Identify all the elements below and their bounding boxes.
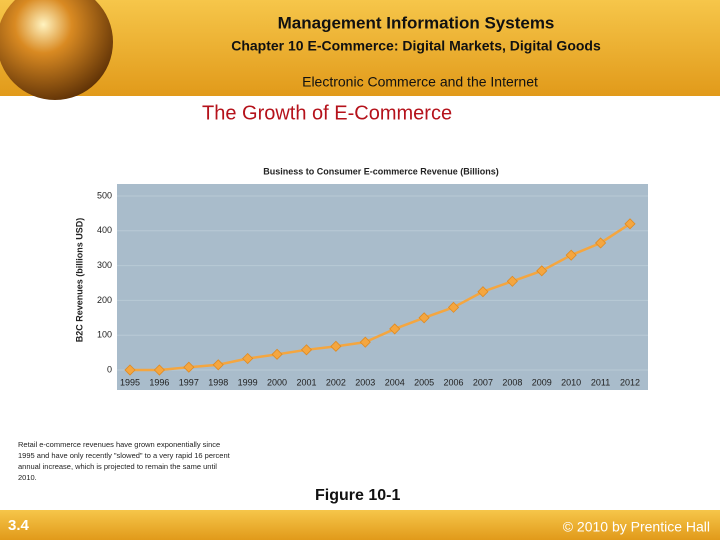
data-point xyxy=(624,218,636,230)
x-tick-label: 1997 xyxy=(179,377,199,387)
data-point xyxy=(359,336,371,348)
data-point xyxy=(124,364,136,376)
globe xyxy=(0,0,113,100)
footer-band xyxy=(0,510,720,540)
slide-title: The Growth of E-Commerce xyxy=(202,102,452,124)
x-tick-label: 2005 xyxy=(414,377,434,387)
header-subtitle: Chapter 10 E-Commerce: Digital Markets, … xyxy=(231,38,601,54)
x-tick-label: 2006 xyxy=(444,377,464,387)
header-title: Management Information Systems xyxy=(278,13,555,32)
x-tick-label: 2009 xyxy=(532,377,552,387)
data-point xyxy=(506,275,518,287)
x-tick-label: 2011 xyxy=(591,377,610,387)
data-point xyxy=(536,265,548,277)
figure-label: Figure 10-1 xyxy=(315,487,400,504)
x-tick-label: 1999 xyxy=(238,377,258,387)
x-tick-label: 1996 xyxy=(149,377,169,387)
note: Retail e-commerce revenues have grown ex… xyxy=(18,440,230,482)
x-tick-label: 2000 xyxy=(267,377,287,387)
data-point xyxy=(389,323,401,335)
x-tick-label: 2001 xyxy=(296,377,316,387)
page-number: 3.4 xyxy=(8,517,30,534)
x-tick-label: 1998 xyxy=(208,377,228,387)
y-tick-label: 100 xyxy=(97,330,112,340)
y-tick-label: 0 xyxy=(107,364,112,374)
data-point xyxy=(212,359,224,371)
data-point xyxy=(271,348,283,360)
x-tick-label: 2010 xyxy=(561,377,581,387)
data-point xyxy=(447,301,460,313)
y-tick-label: 400 xyxy=(97,225,112,235)
copyright: © 2010 by Prentice Hall xyxy=(563,519,710,535)
chart: 0 100 200 300 400 500 1995 1996 1997 1998 1999 2000… xyxy=(97,190,648,387)
data-point xyxy=(300,344,313,356)
data-point xyxy=(477,286,489,298)
data-point xyxy=(418,312,430,324)
header-band xyxy=(0,0,720,96)
x-tick-label: 2007 xyxy=(473,377,493,387)
x-tick-label: 2003 xyxy=(355,377,375,387)
data-point xyxy=(153,364,165,376)
y-axis-label: B2C Revenues (billions USD) xyxy=(74,218,84,343)
y-tick-label: 200 xyxy=(97,295,112,305)
data-point xyxy=(565,249,577,261)
x-tick-label: 2004 xyxy=(385,377,405,387)
section-title: Electronic Commerce and the Internet xyxy=(302,74,538,90)
chart-title: Business to Consumer E-commerce Revenue … xyxy=(263,166,499,176)
x-tick-label: 2008 xyxy=(502,377,522,387)
plot-area xyxy=(117,184,648,390)
y-tick-label: 300 xyxy=(97,260,112,270)
x-tick-label: 1995 xyxy=(120,377,140,387)
x-tick-label: 2002 xyxy=(326,377,346,387)
data-point xyxy=(330,340,342,352)
y-tick-label: 500 xyxy=(97,190,112,200)
x-tick-label: 2012 xyxy=(620,377,640,387)
data-point xyxy=(595,237,607,249)
data-point xyxy=(242,352,254,365)
data-point xyxy=(183,361,195,373)
